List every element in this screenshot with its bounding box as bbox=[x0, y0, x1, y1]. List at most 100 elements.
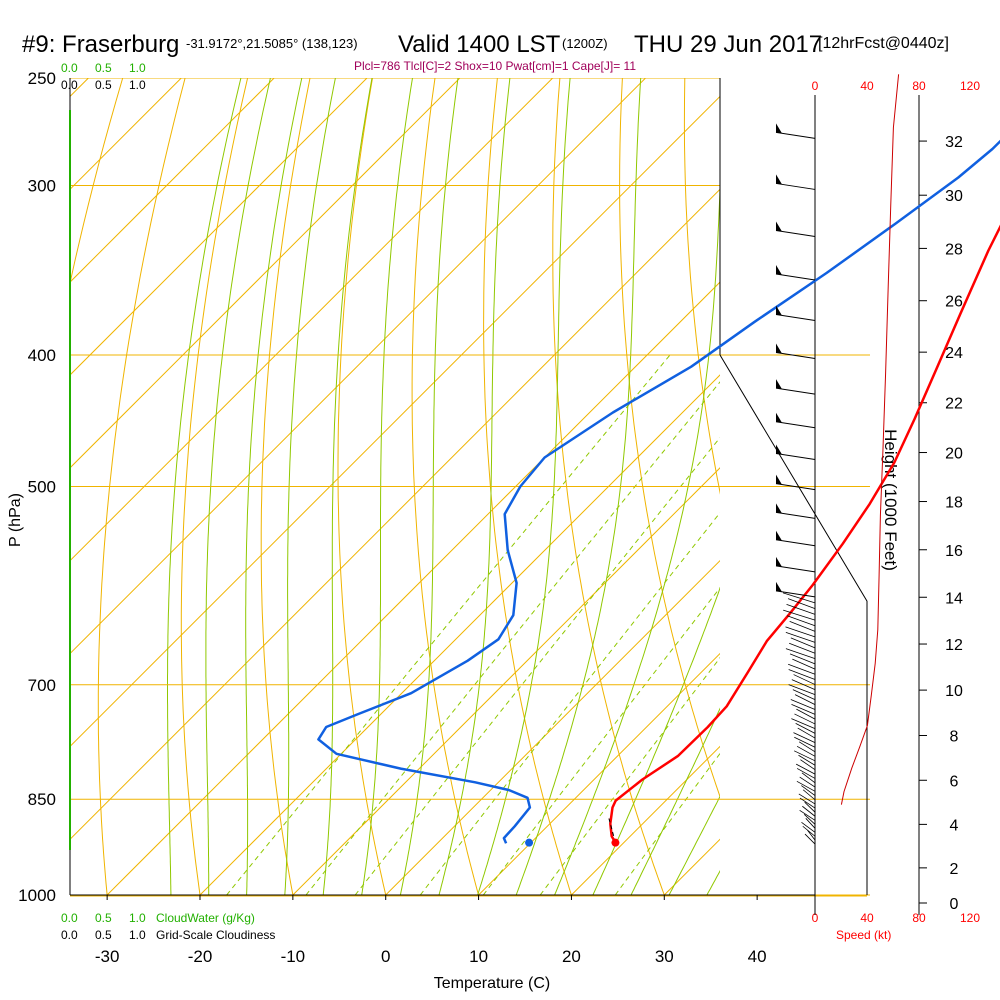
cloudiness-label: Grid-Scale Cloudiness bbox=[156, 928, 275, 942]
temp-tick-label: -20 bbox=[188, 947, 213, 966]
wind-barb bbox=[800, 759, 816, 771]
wind-barb bbox=[793, 674, 816, 685]
height-tick-label: 6 bbox=[950, 773, 959, 790]
title-valid: Valid 1400 LST bbox=[398, 31, 561, 58]
height-tick-label: 4 bbox=[950, 817, 959, 834]
wind-barb bbox=[795, 723, 816, 734]
wind-barb bbox=[794, 694, 816, 705]
wind-barb bbox=[790, 637, 816, 649]
moist-adiabat-line bbox=[706, 870, 720, 895]
wind-barb bbox=[799, 797, 816, 809]
wind-barb bbox=[796, 780, 816, 792]
moist-adiabat-line bbox=[245, 78, 303, 895]
dry-adiabat-line bbox=[483, 78, 572, 895]
wind-barb bbox=[804, 801, 816, 813]
cloudiness-bottom-2: 1.0 bbox=[129, 928, 146, 942]
temperature-profile-line bbox=[609, 224, 1000, 844]
wind-barb bbox=[775, 503, 816, 519]
height-tick-label: 16 bbox=[945, 543, 963, 560]
wind-barb bbox=[785, 632, 816, 643]
temp-tick-label: 10 bbox=[469, 947, 488, 966]
wind-barb bbox=[793, 750, 816, 762]
wind-barb bbox=[775, 556, 816, 573]
isotherm-line bbox=[70, 78, 461, 469]
moist-adiabat-line bbox=[205, 78, 271, 895]
temp-tick-label: -30 bbox=[95, 947, 120, 966]
wind-barb bbox=[794, 713, 816, 725]
height-tick-label: 24 bbox=[945, 345, 963, 362]
temp-tick-label: 40 bbox=[748, 947, 767, 966]
dry-adiabat-line bbox=[260, 78, 311, 895]
height-tick-label: 10 bbox=[945, 683, 963, 700]
cloudiness-top-2: 1.0 bbox=[129, 78, 146, 92]
title-coords: -31.9172°,21.5085° (138,123) bbox=[186, 36, 358, 51]
isotherm-line bbox=[70, 78, 368, 376]
height-tick-label: 14 bbox=[945, 590, 963, 607]
wind-barb bbox=[804, 833, 816, 845]
height-tick-label: 32 bbox=[945, 134, 963, 151]
wind-barb bbox=[787, 615, 816, 627]
wind-barb bbox=[775, 264, 816, 281]
params-line: Plcl=786 Tlcl[C]=2 Shox=10 Pwat[cm]=1 Ca… bbox=[354, 59, 636, 73]
wind-barb bbox=[789, 642, 816, 654]
height-tick-label: 30 bbox=[945, 188, 963, 205]
dry-adiabat-line bbox=[809, 54, 1000, 924]
wind-barb bbox=[785, 626, 816, 638]
title-date: THU 29 Jun 2017 bbox=[634, 31, 822, 58]
height-tick-label: 8 bbox=[950, 729, 959, 746]
wind-barb bbox=[789, 620, 816, 632]
pressure-tick-label: 1000 bbox=[18, 886, 56, 905]
dry-adiabat-line bbox=[932, 54, 1000, 924]
wind-barb bbox=[795, 763, 816, 775]
wind-barb bbox=[788, 669, 816, 680]
wind-barb bbox=[798, 754, 816, 766]
moist-adiabat-line bbox=[399, 78, 459, 895]
mixing-ratio-line bbox=[614, 752, 720, 895]
wind-barb bbox=[805, 818, 816, 829]
moist-adiabat-line bbox=[322, 78, 373, 895]
dry-adiabat-line bbox=[552, 78, 665, 895]
speed-top-1: 40 bbox=[860, 79, 874, 93]
wind-barb bbox=[775, 530, 816, 547]
wind-barb bbox=[802, 825, 816, 837]
cloudwater-top-2: 1.0 bbox=[129, 61, 146, 75]
surface-temperature-marker bbox=[611, 838, 620, 847]
wind-barb bbox=[775, 343, 816, 359]
dry-adiabat-line bbox=[180, 78, 249, 895]
wind-barb bbox=[797, 727, 816, 739]
dry-adiabat-line bbox=[619, 78, 720, 799]
moist-adiabat-line bbox=[477, 78, 571, 895]
pressure-tick-label: 400 bbox=[28, 346, 56, 365]
dry-adiabat-line bbox=[97, 78, 186, 895]
title-utc: (1200Z) bbox=[562, 36, 608, 51]
isotherm-line bbox=[478, 652, 720, 895]
moist-adiabat-line bbox=[592, 586, 720, 895]
cloudiness-bottom-0: 0.0 bbox=[61, 928, 78, 942]
cloudwater-bottom-1: 0.5 bbox=[95, 911, 112, 925]
moist-adiabat-line bbox=[361, 78, 414, 895]
moist-adiabat-line bbox=[515, 78, 642, 895]
speed-bottom-3: 120 bbox=[960, 911, 980, 925]
frame-slant bbox=[719, 354, 868, 895]
temp-tick-label: -10 bbox=[281, 947, 306, 966]
temp-tick-label: 30 bbox=[655, 947, 674, 966]
mixing-ratio-line bbox=[354, 436, 720, 895]
wind-speed-line bbox=[840, 74, 900, 805]
height-tick-label: 28 bbox=[945, 241, 963, 258]
wind-barb bbox=[792, 658, 816, 670]
temp-tick-label: 20 bbox=[562, 947, 581, 966]
pressure-tick-label: 300 bbox=[28, 176, 56, 195]
height-tick-label: 26 bbox=[945, 294, 963, 311]
wind-barb bbox=[796, 745, 816, 757]
dry-adiabat-line bbox=[994, 54, 1000, 924]
wind-barb bbox=[801, 821, 816, 833]
wind-barb bbox=[801, 772, 816, 784]
wind-barb bbox=[796, 708, 816, 720]
wind-barb bbox=[799, 809, 816, 821]
speed-bottom-2: 80 bbox=[912, 911, 926, 925]
wind-barb bbox=[796, 768, 816, 779]
pressure-tick-label: 850 bbox=[28, 790, 56, 809]
wind-barb bbox=[791, 703, 816, 715]
wind-barb bbox=[775, 379, 816, 395]
